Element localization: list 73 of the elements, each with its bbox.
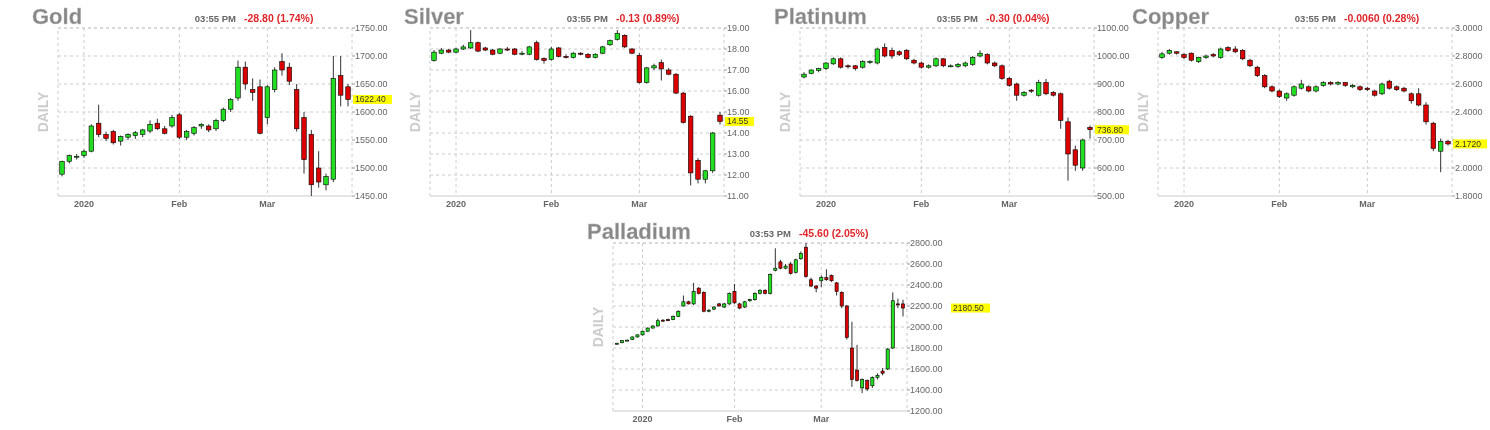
text: 14.55 (727, 116, 749, 127)
text: 1622.40 (355, 94, 386, 105)
x-tick-label: Mar (813, 414, 830, 424)
y-tick-label: 1450.00 (355, 191, 388, 202)
y-tick-label: 19.00 (727, 23, 750, 34)
y-tick-label: 1600.00 (910, 364, 943, 375)
y-tick-label: 15.00 (727, 107, 750, 118)
y-tick-label: 1200.00 (910, 406, 943, 417)
text: 2180.50 (953, 303, 984, 314)
y-tick-label: 2.6000 (1455, 79, 1483, 90)
y-tick-label: 14.00 (727, 128, 750, 139)
y-tick-label: 13.00 (727, 149, 750, 160)
text: 03:55 PM (566, 13, 609, 24)
text: 03:55 PM (1294, 13, 1337, 24)
y-tick-label: 2000.00 (910, 322, 943, 333)
y-tick-label: 1550.00 (355, 135, 388, 146)
x-tick-label: Feb (913, 199, 930, 209)
y-tick-label: 1600.00 (355, 107, 388, 118)
chart-title: Copper (1132, 4, 1210, 29)
y-tick-label: 2200.00 (910, 301, 943, 312)
y-tick-label: 1800.00 (910, 343, 943, 354)
chart-title: Gold (32, 4, 83, 29)
x-tick-label: Feb (1271, 199, 1288, 209)
x-tick-label: 2020 (73, 199, 95, 209)
text: 03:55 PM (936, 13, 979, 24)
x-tick-label: 2020 (632, 414, 653, 424)
text: 03:53 PM (749, 228, 792, 239)
text: -0.30 (0.04%) (986, 12, 1050, 24)
y-tick-label: 1000.00 (1097, 51, 1130, 62)
y-tick-label: 700.00 (1097, 135, 1125, 146)
chart-title: Silver (404, 4, 465, 29)
text: -0.0060 (0.28%) (1344, 12, 1420, 24)
text: -45.60 (2.05%) (799, 227, 869, 239)
x-tick-label: Mar (259, 199, 276, 209)
x-tick-label: Feb (171, 199, 188, 209)
x-tick-label: 2020 (445, 199, 467, 209)
y-tick-label: 12.00 (727, 170, 750, 181)
y-tick-label: 2400.00 (910, 280, 943, 291)
y-tick-label: 800.00 (1097, 107, 1125, 118)
y-tick-label: 500.00 (1097, 191, 1125, 202)
text: -0.13 (0.89%) (616, 12, 680, 24)
y-tick-label: 17.00 (727, 65, 750, 76)
y-tick-label: 2.0000 (1455, 163, 1483, 174)
y-tick-label: 1.8000 (1455, 191, 1483, 202)
chart-title: Platinum (774, 4, 867, 29)
y-tick-label: 1100.00 (1097, 23, 1129, 34)
x-tick-label: 2020 (815, 199, 837, 209)
y-tick-label: 2.4000 (1455, 107, 1483, 118)
y-tick-label: 900.00 (1097, 79, 1125, 90)
x-tick-label: Mar (631, 199, 648, 209)
text: -28.80 (1.74%) (244, 12, 314, 24)
y-tick-label: 1650.00 (355, 79, 388, 90)
chart-title: Palladium (587, 219, 691, 244)
y-tick-label: 1700.00 (355, 51, 388, 62)
text: 736.80 (1097, 124, 1124, 135)
x-tick-label: Mar (1001, 199, 1018, 209)
x-tick-label: 2020 (1173, 199, 1195, 209)
y-tick-label: 1750.00 (355, 23, 388, 34)
y-tick-label: 16.00 (727, 86, 750, 97)
y-tick-label: 1400.00 (910, 385, 943, 396)
y-tick-label: 2800.00 (910, 238, 943, 249)
x-tick-label: Feb (543, 199, 560, 209)
y-tick-label: 2600.00 (910, 259, 943, 270)
y-tick-label: 11.00 (727, 191, 749, 202)
x-tick-label: Mar (1359, 199, 1376, 209)
text: 03:55 PM (194, 13, 237, 24)
y-tick-label: 1500.00 (355, 163, 388, 174)
y-tick-label: 18.00 (727, 44, 750, 55)
x-tick-label: Feb (726, 414, 743, 424)
y-tick-label: 3.0000 (1455, 23, 1483, 34)
text: 2.1720 (1455, 138, 1482, 149)
y-tick-label: 600.00 (1097, 163, 1125, 174)
y-tick-label: 2.8000 (1455, 51, 1483, 62)
